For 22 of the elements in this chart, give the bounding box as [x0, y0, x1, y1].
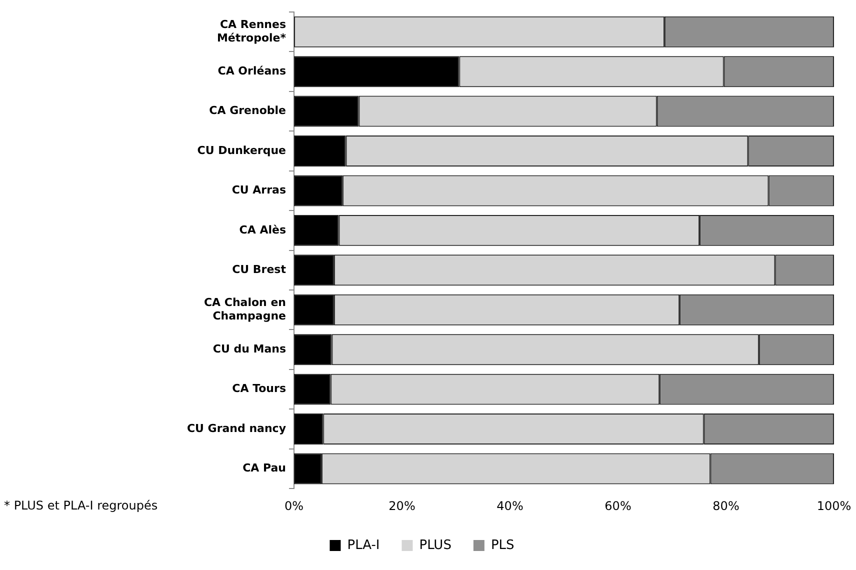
x-tick-label: 80%: [712, 498, 740, 513]
x-tick-label: 20%: [388, 498, 416, 513]
x-tick-label: 0%: [284, 498, 304, 513]
y-tick-label: CU Arras: [232, 184, 286, 197]
text: * PLUS et PLA-I regroupés: [4, 498, 158, 513]
y-tick-label: CA Rennes Métropole*: [216, 18, 286, 44]
legend-label: PLS: [490, 538, 514, 553]
x-tick-label: 100%: [816, 498, 852, 513]
y-tick-label: CU Dunkerque: [197, 144, 286, 157]
y-tick-label: CA Chalon en Champagne: [204, 296, 286, 322]
x-tick-label: 60%: [604, 498, 632, 513]
y-tick-label: CU du Mans: [212, 342, 286, 356]
x-tick-label: 40%: [496, 498, 524, 513]
y-tick-label: CA Alès: [239, 223, 286, 236]
y-tick-label: CU Grand nancy: [186, 422, 286, 435]
legend-label: PLUS: [419, 538, 452, 553]
y-tick-label: CU Brest: [232, 263, 286, 276]
y-tick-label: CA Pau: [242, 462, 286, 475]
legend-label: PLA-I: [347, 538, 380, 553]
y-tick-label: CA Orléans: [218, 64, 286, 78]
y-tick-label: CA Grenoble: [209, 104, 286, 118]
y-tick-label: CA Tours: [232, 382, 286, 396]
